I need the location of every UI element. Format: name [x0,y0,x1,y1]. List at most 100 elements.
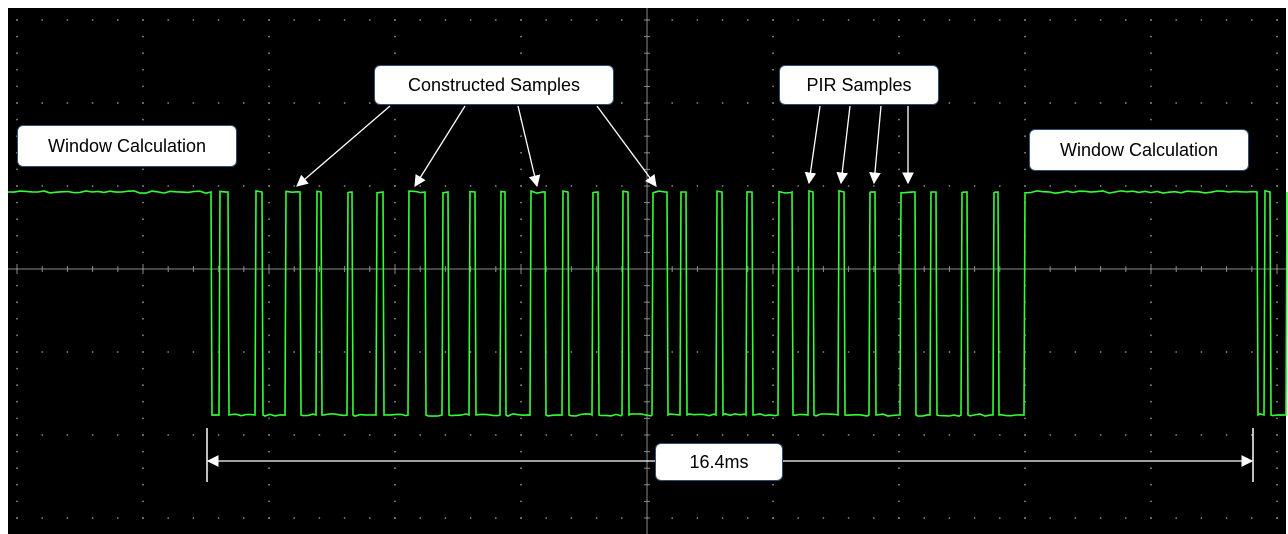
grid-dot [646,434,648,436]
grid-dot [772,234,774,237]
grid-dot [520,500,522,503]
grid-dot [242,517,245,519]
grid-dot [16,351,18,353]
grid-dot [41,102,44,104]
grid-dot [1276,135,1278,138]
grid-dot [696,517,699,519]
grid-dot [217,185,220,187]
grid-dot [394,35,396,38]
grid-dot [772,19,774,21]
grid-dot [595,517,598,519]
grid-dot [268,201,270,204]
grid-dot [973,517,976,519]
grid-dot [318,434,321,436]
grid-dot [1276,251,1278,254]
grid-dot [343,517,346,519]
grid-dot [444,19,447,21]
grid-dot [16,483,18,486]
grid-dot [1150,85,1152,88]
grid-dot [1276,102,1278,104]
grid-dot [1150,52,1152,55]
grid-dot [444,517,447,519]
grid-dot [16,334,18,337]
grid-dot [318,19,321,21]
grid-dot [1099,19,1102,21]
grid-dot [394,218,396,221]
grid-dot [772,483,774,486]
grid-dot [268,334,270,337]
grid-dot [898,218,900,221]
grid-dot [142,334,144,337]
grid-dot [1276,467,1278,470]
grid-dot [1124,268,1127,270]
grid-dot [268,19,270,21]
grid-dot [1049,19,1052,21]
grid-dot [142,102,144,104]
grid-dot [1024,434,1026,436]
grid-dot [646,35,648,38]
grid-dot [268,268,270,270]
grid-dot [318,351,321,353]
grid-dot [696,19,699,21]
grid-dot [66,517,69,519]
grid-dot [520,168,522,171]
grid-dot [343,19,346,21]
grid-dot [772,185,774,187]
grid-dot [520,218,522,221]
grid-dot [545,185,548,187]
grid-dot [847,434,850,436]
grid-dot [167,351,170,353]
grid-dot [16,234,18,237]
grid-dot [66,102,69,104]
grid-dot [16,52,18,55]
grid-dot [242,19,245,21]
grid-dot [620,102,623,104]
annotation-arrows [296,105,914,188]
grid-dot [16,102,18,104]
grid-dot [1150,434,1152,436]
grid-dot [1250,517,1253,519]
grid-dot [646,52,648,55]
grid-dot [520,185,522,187]
grid-dot [1049,351,1052,353]
grid-dot [847,185,850,187]
grid-dot [394,417,396,420]
grid-dot [268,517,270,519]
grid-dot [142,434,144,436]
grid-dot [192,102,195,104]
grid-dot [772,334,774,337]
grid-dot [898,268,900,270]
grid-dot [570,185,573,187]
grid-dot [142,201,144,204]
grid-dot [142,234,144,237]
grid-dot [1225,19,1228,21]
grid-dot [91,268,94,270]
grid-dot [394,500,396,503]
grid-dot [671,102,674,104]
grid-dot [242,434,245,436]
grid-dot [1049,185,1052,187]
grid-dot [394,185,396,187]
grid-dot [872,517,875,519]
grid-dot [1200,268,1203,270]
annotation-arrow [804,105,821,185]
grid-dot [923,185,926,187]
grid-dot [696,351,699,353]
grid-dot [1225,268,1228,270]
grid-dot [343,351,346,353]
grid-dot [520,384,522,387]
grid-dot [1150,483,1152,486]
window-calculation-label-left: Window Calculation [17,125,237,167]
grid-dot [520,151,522,154]
grid-dot [1225,517,1228,519]
graticule [8,8,1286,534]
grid-dot [1276,185,1278,187]
grid-dot [646,118,648,121]
grid-dot [1024,168,1026,171]
grid-dot [142,467,144,470]
grid-dot [142,251,144,254]
grid-dot [1024,35,1026,38]
grid-dot [217,434,220,436]
grid-dot [872,434,875,436]
grid-dot [973,19,976,21]
